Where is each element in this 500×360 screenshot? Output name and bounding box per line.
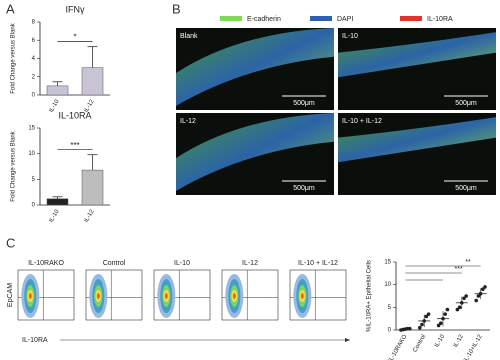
y-tick-label: 15 xyxy=(28,126,35,132)
bar xyxy=(81,67,104,96)
data-point xyxy=(481,287,485,292)
x-tick-label: IL-10 xyxy=(434,333,446,348)
flow-x-axis: IL-10RA xyxy=(22,337,48,344)
x-tick-label: IL-10+IL-12 xyxy=(463,333,484,360)
chart-title: IFNγ xyxy=(66,4,85,14)
y-tick-label: 10 xyxy=(384,282,391,288)
image-label: IL-10 + IL-12 xyxy=(342,118,382,125)
significance: * xyxy=(73,33,76,42)
data-point xyxy=(445,307,450,312)
sample-label: IL-12 xyxy=(242,260,258,267)
y-tick-label: 0 xyxy=(388,328,392,334)
data-point xyxy=(424,314,429,319)
cell-density xyxy=(96,293,100,299)
y-tick-label: 8 xyxy=(32,20,36,26)
y-axis-label: Fold Change versus Blank xyxy=(11,22,17,93)
legend-swatch xyxy=(400,16,422,21)
legend-label: E-cadherin xyxy=(247,16,281,23)
bar xyxy=(46,198,69,206)
data-point xyxy=(436,323,441,328)
flow-y-axis: EpCAM xyxy=(7,283,14,307)
image-label: IL-12 xyxy=(180,118,196,125)
tissue xyxy=(338,32,496,78)
data-point xyxy=(483,285,487,289)
x-tick-label: Control xyxy=(412,334,427,354)
data-point xyxy=(476,294,481,298)
legend-swatch xyxy=(310,16,332,21)
sample-label: IL-10 + IL-12 xyxy=(298,260,338,267)
panel-label: C xyxy=(6,235,15,250)
x-tick-label: IL-10RAKO xyxy=(388,334,409,360)
cell-density xyxy=(28,293,32,299)
tissue xyxy=(176,113,334,191)
cell-density xyxy=(300,293,304,299)
y-tick-label: 5 xyxy=(388,305,392,311)
sample-label: Control xyxy=(103,260,126,267)
scale-label: 500μm xyxy=(455,100,477,107)
data-point xyxy=(455,307,460,312)
panel-label: B xyxy=(172,1,181,16)
tissue xyxy=(176,28,334,106)
data-point xyxy=(457,305,462,310)
panel-label: A xyxy=(6,1,15,16)
data-point xyxy=(418,325,422,330)
data-point xyxy=(464,294,469,298)
significance: *** xyxy=(455,266,463,273)
x-tick-label: IL-10 xyxy=(49,208,61,223)
significance: *** xyxy=(70,141,79,150)
data-point xyxy=(474,298,479,303)
axis-arrow xyxy=(345,338,350,342)
y-tick-label: 2 xyxy=(32,74,36,80)
significance: ** xyxy=(465,259,471,266)
legend-label: DAPI xyxy=(337,16,353,23)
y-tick-label: 6 xyxy=(32,38,36,44)
y-tick-label: 4 xyxy=(32,56,36,62)
scale-label: 500μm xyxy=(293,185,315,192)
sample-label: IL-10 xyxy=(174,260,190,267)
scale-label: 500μm xyxy=(293,100,315,107)
x-tick-label: IL-12 xyxy=(84,208,96,223)
y-tick-label: 15 xyxy=(384,260,391,266)
y-tick-label: 0 xyxy=(32,93,36,99)
scale-label: 500μm xyxy=(455,185,477,192)
cell-density xyxy=(164,293,168,299)
data-point xyxy=(462,296,466,301)
sample-label: IL-10RAKO xyxy=(28,260,64,267)
y-tick-label: 0 xyxy=(32,203,36,209)
image-label: Blank xyxy=(180,33,198,40)
chart-title: IL-10RA xyxy=(58,110,91,120)
y-axis-label: Fold Change versus Blank xyxy=(11,130,17,201)
legend-swatch xyxy=(220,16,242,21)
data-point xyxy=(408,326,412,331)
y-tick-label: 5 xyxy=(32,177,36,183)
cell-density xyxy=(232,293,236,299)
bar xyxy=(46,85,69,96)
y-axis-label: %IL-10RA+ Epithelial Cells xyxy=(367,260,373,332)
bar xyxy=(81,169,104,206)
image-label: IL-10 xyxy=(342,33,358,40)
data-point xyxy=(443,312,448,316)
data-point xyxy=(426,312,431,316)
y-tick-label: 10 xyxy=(28,151,35,157)
legend-label: IL-10RA xyxy=(427,16,453,23)
x-tick-label: IL-12 xyxy=(453,333,465,348)
data-point xyxy=(439,321,443,326)
data-point xyxy=(420,322,424,327)
tissue xyxy=(338,117,496,163)
